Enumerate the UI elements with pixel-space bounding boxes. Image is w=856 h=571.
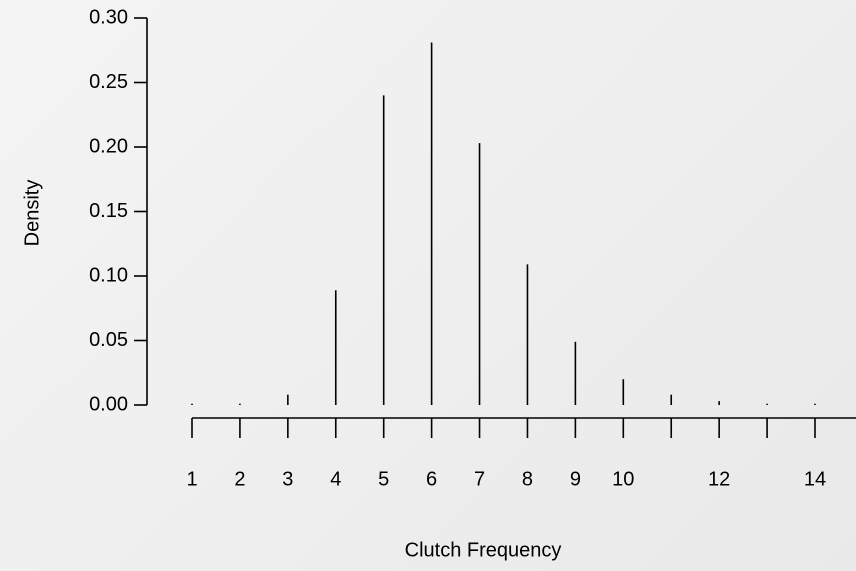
y-axis-title: Density (21, 180, 43, 247)
x-tick-label: 3 (282, 468, 293, 490)
x-tick-label: 1 (186, 468, 197, 490)
y-tick-label: 0.25 (89, 71, 128, 93)
x-tick-label: 12 (708, 468, 730, 490)
y-tick-label: 0.15 (89, 200, 128, 222)
x-tick-label: 8 (522, 468, 533, 490)
y-tick-label: 0.30 (89, 6, 128, 28)
x-tick-label: 10 (612, 468, 634, 490)
x-tick-label: 2 (234, 468, 245, 490)
y-tick-label: 0.20 (89, 135, 128, 157)
y-tick-label: 0.05 (89, 329, 128, 351)
y-tick-label: 0.10 (89, 264, 128, 286)
y-tick-label: 0.00 (89, 393, 128, 415)
x-tick-label: 4 (330, 468, 341, 490)
x-tick-label: 7 (474, 468, 485, 490)
x-tick-label: 14 (804, 468, 826, 490)
x-tick-label: 9 (570, 468, 581, 490)
x-axis-title: Clutch Frequency (405, 539, 562, 561)
x-tick-label: 6 (426, 468, 437, 490)
x-tick-label: 5 (378, 468, 389, 490)
